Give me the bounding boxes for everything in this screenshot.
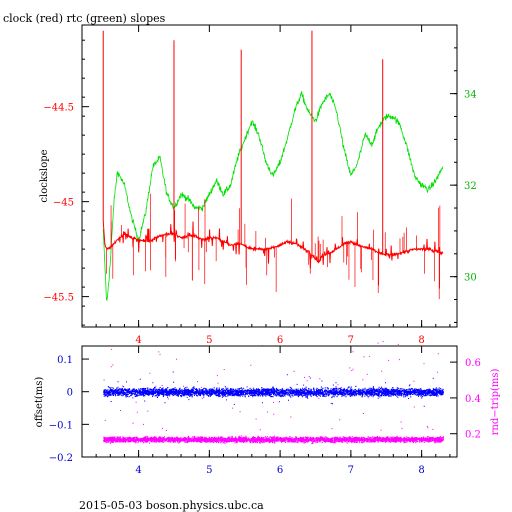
bottom-plot-frame bbox=[81, 345, 458, 458]
bottom-left-tick-label: 0.1 bbox=[57, 355, 73, 366]
bottom-left-tick-label: −0.1 bbox=[49, 420, 73, 431]
top-right-axis: 30 32 34 bbox=[450, 47, 477, 323]
bottom-left-tick-label: −0.2 bbox=[49, 453, 73, 464]
bottom-x-tick-label: 5 bbox=[206, 465, 212, 476]
top-x-axis: 4 5 6 7 8 bbox=[81, 25, 451, 346]
bottom-right-y-axis-label: rnd−trip(ms) bbox=[490, 368, 501, 435]
bottom-x-tick-label: 6 bbox=[277, 465, 283, 476]
top-x-tick-label: 6 bbox=[277, 335, 283, 346]
top-left-tick-label: −45.5 bbox=[43, 293, 74, 304]
top-left-tick-label: −44.5 bbox=[43, 103, 74, 114]
top-panel: 4 5 6 7 8 −44.5 −45 −45.5 30 32 34 clockslope bbox=[39, 24, 477, 346]
clock-series-line bbox=[102, 220, 444, 269]
top-x-tick-label: 7 bbox=[348, 335, 354, 346]
bottom-x-tick-label: 8 bbox=[418, 465, 424, 476]
bottom-right-tick-label: 0.2 bbox=[465, 430, 481, 441]
top-right-tick-label: 34 bbox=[464, 90, 477, 101]
top-plot-frame bbox=[81, 24, 458, 328]
chart-title: clock (red) rtc (green) slopes bbox=[3, 12, 166, 25]
bottom-x-tick-label: 7 bbox=[348, 465, 354, 476]
rtc-series-line bbox=[102, 91, 444, 301]
top-right-tick-label: 30 bbox=[464, 273, 477, 284]
bottom-left-y-axis-label: offset(ms) bbox=[34, 377, 45, 428]
top-right-tick-label: 32 bbox=[464, 181, 477, 192]
top-x-tick-label: 4 bbox=[135, 335, 141, 346]
bottom-left-axis: 0.1 0 −0.1 −0.2 bbox=[49, 355, 89, 464]
bottom-left-tick-label: 0 bbox=[67, 388, 73, 399]
footer-text: 2015-05-03 boson.physics.ubc.ca bbox=[79, 499, 264, 512]
bottom-x-axis: 4 5 6 7 8 bbox=[81, 346, 451, 476]
bottom-x-tick-label: 4 bbox=[135, 465, 141, 476]
bottom-right-tick-label: 0.6 bbox=[465, 358, 481, 369]
bottom-plot-data bbox=[103, 341, 444, 445]
bottom-right-axis: 0.6 0.4 0.2 bbox=[450, 358, 481, 441]
top-x-tick-label: 8 bbox=[418, 335, 424, 346]
top-plot-data bbox=[102, 30, 444, 301]
top-x-tick-label: 5 bbox=[206, 335, 212, 346]
top-y-axis-label: clockslope bbox=[39, 149, 50, 202]
top-left-axis: −44.5 −45 −45.5 bbox=[43, 39, 89, 326]
top-left-tick-label: −45 bbox=[53, 198, 74, 209]
bottom-right-tick-label: 0.4 bbox=[465, 394, 481, 405]
offset-scatter-points bbox=[103, 371, 444, 407]
